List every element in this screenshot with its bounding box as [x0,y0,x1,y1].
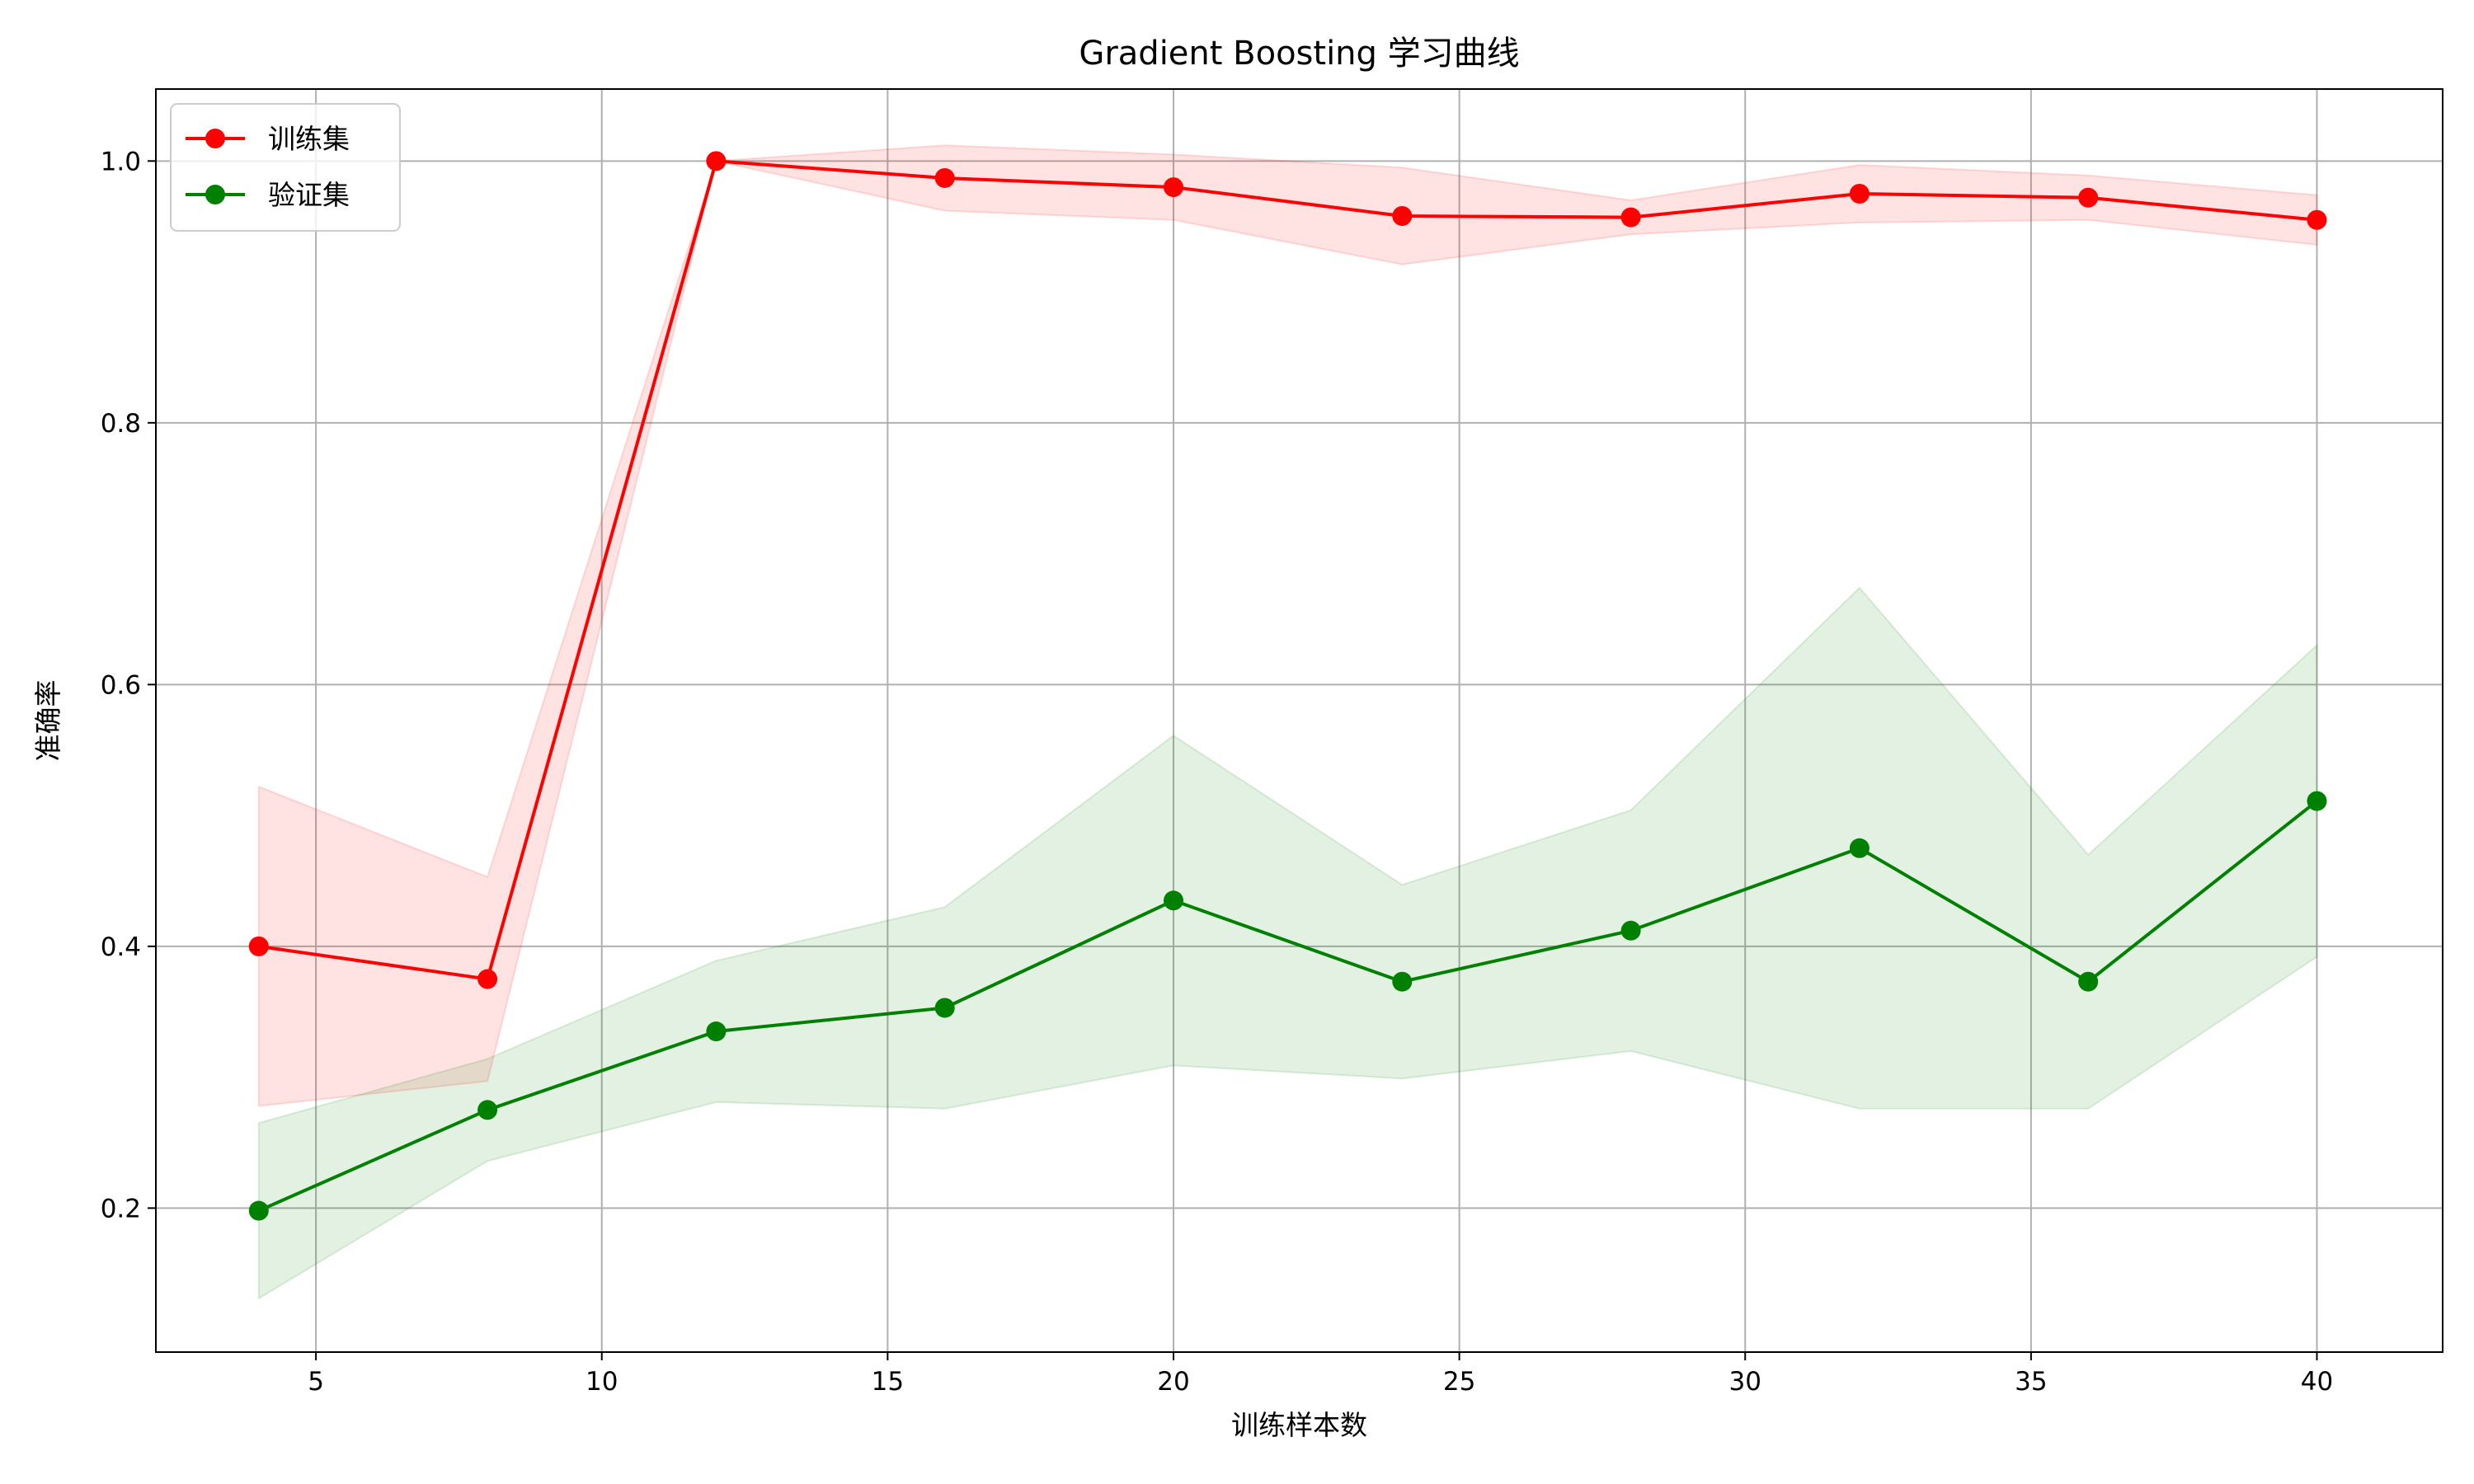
series-1-line [257,800,2318,1213]
x-tick-label: 35 [2015,1367,2047,1397]
series-0-point [248,936,269,956]
series-1-point [1163,890,1183,911]
y-tick-label: 0.4 [101,932,141,962]
y-tick-label: 1.0 [101,147,141,176]
x-tick-label: 30 [1729,1367,1761,1397]
legend-label: 训练集 [268,123,350,155]
series-0-band [257,144,2318,1107]
x-tick-label: 15 [872,1367,904,1397]
x-tick-label: 20 [1157,1367,1189,1397]
y-axis-ticks: 0.2 0.4 0.6 0.8 1.0 [101,147,156,1223]
series-1-point [706,1021,727,1042]
x-tick-label: 40 [2301,1367,2333,1397]
series-0-point [477,969,498,989]
series-points [248,151,2327,1221]
series-0-line [258,159,2317,981]
series-1-point [1620,920,1641,941]
series-0-point [2307,209,2327,230]
series-0-point [706,151,727,171]
series-lines [257,159,2318,1213]
series-1-point [2307,791,2327,811]
legend-marker-swatch [205,129,225,148]
series-0-point [2078,187,2099,208]
y-tick-label: 0.2 [101,1194,141,1223]
x-tick-label: 5 [308,1367,324,1397]
series-1-point [934,998,955,1018]
grid-lines [156,89,2443,1352]
series-0-point [1620,207,1641,228]
y-tick-label: 0.8 [101,409,141,439]
legend-box [170,103,401,232]
confidence-bands [257,144,2318,1300]
series-1-point [1392,971,1413,992]
series-1-band [257,586,2318,1300]
plot-area-frame [155,88,2443,1353]
series-1-point [248,1200,269,1221]
x-tick-label: 10 [586,1367,618,1397]
x-axis-ticks: 5 10 15 20 25 30 35 40 [308,1352,2333,1397]
x-tick-label: 25 [1443,1367,1475,1397]
series-1-point [477,1100,498,1120]
x-axis-label: 训练样本数 [1231,1409,1367,1441]
y-axis-label: 准确率 [32,680,64,762]
series-0-point [1163,177,1183,198]
y-tick-label: 0.6 [101,670,141,700]
chart-title: Gradient Boosting 学习曲线 [1079,35,1519,73]
series-0-point [934,167,955,188]
legend-label: 验证集 [268,179,350,211]
series-1-point [1849,838,1870,858]
legend-marker-swatch [205,185,225,204]
series-0-point [1849,184,1870,204]
series-1-point [2078,971,2099,992]
series-0-point [1392,205,1413,226]
